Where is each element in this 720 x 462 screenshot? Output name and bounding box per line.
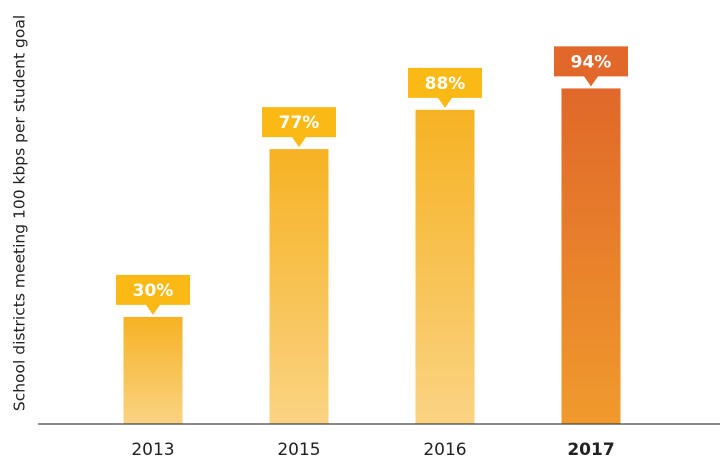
bar-2017 (561, 88, 621, 425)
data-label-bg-2017 (554, 46, 628, 87)
data-label-bg-2015 (262, 107, 336, 148)
bar-2016 (415, 109, 475, 424)
x-tick-2013: 2013 (131, 440, 174, 460)
bar-2015 (269, 149, 329, 425)
data-label-2015: 77% (279, 113, 320, 133)
data-label-bg-2013 (116, 274, 190, 315)
bar-2013 (123, 316, 183, 424)
x-tick-2016: 2016 (423, 440, 466, 460)
data-label-2017: 94% (571, 52, 612, 72)
data-label-2016: 88% (425, 74, 466, 94)
y-axis-label: School districts meeting 100 kbps per st… (11, 15, 29, 411)
data-label-bg-2016 (408, 67, 482, 108)
data-label-2013: 30% (133, 281, 174, 301)
bars-layer: 30% 77% 88% 94% (116, 46, 628, 425)
x-tick-labels: 2013 2015 2016 2017 (131, 440, 614, 460)
x-tick-2015: 2015 (277, 440, 320, 460)
x-tick-2017: 2017 (567, 440, 614, 460)
